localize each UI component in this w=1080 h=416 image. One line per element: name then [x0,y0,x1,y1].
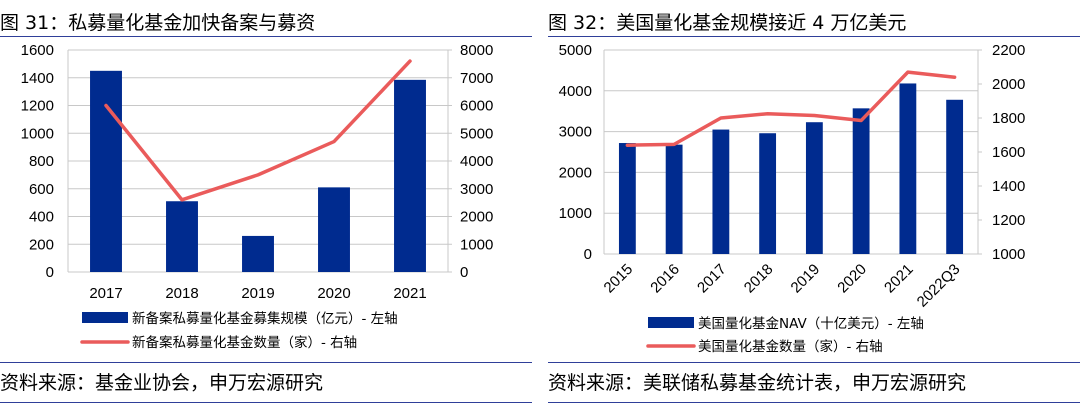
line-series [625,70,957,147]
y-right-tick-label: 4000 [460,153,493,170]
bar [852,108,870,255]
source-note: 资料来源：美联储私募基金统计表，申万宏源研究 [548,372,967,394]
divider [548,402,1080,403]
divider [0,402,532,403]
y-left-tick-label: 200 [29,236,54,253]
y-right-tick-label: 2000 [992,76,1025,93]
divider [548,362,1080,363]
y-right-tick-label: 1800 [992,110,1025,127]
y-left-tick-label: 4000 [559,83,592,100]
x-tick-label: 2021 [393,285,426,302]
x-tick-label: 2017 [89,285,122,302]
legend-bar-swatch [82,312,128,323]
x-tick-label: 2016 [647,261,683,297]
bar [394,79,426,272]
x-tick-label: 2018 [165,285,198,302]
x-tick-label: 2017 [694,261,730,297]
legend-label: 新备案私募量化基金数量（家）- 右轴 [132,334,357,351]
y-right-tick-label: 0 [460,264,468,281]
divider [0,36,532,37]
y-right-tick-label: 6000 [460,98,493,115]
y-left-tick-label: 2000 [559,164,592,181]
chart-title: 图 31：私募量化基金加快备案与募资 [0,12,316,34]
bar [805,122,823,254]
y-right-tick-label: 1000 [992,246,1025,263]
bar [242,235,274,272]
divider [0,362,532,363]
x-tick-label: 2022Q3 [914,261,964,311]
legend-label: 美国量化基金数量（家）- 右轴 [698,338,883,355]
y-left-tick-label: 400 [29,209,54,226]
y-left-tick-label: 5000 [559,42,592,59]
y-right-tick-label: 1200 [992,212,1025,229]
y-right-tick-label: 1400 [992,178,1025,195]
bar [90,70,122,272]
chart-right: 0 1000 2000 3000 4000 5000 1000 1200 1400 1600 180… [559,42,1026,355]
y-left-tick-label: 800 [29,153,54,170]
y-right-tick-label: 2200 [992,42,1025,59]
bar [899,83,917,255]
chart-left: 0 200 400 600 800 1000 1200 1400 1600 0 1000 2000 30… [21,42,494,351]
chart-panel-right: 图 32：美国量化基金规模接近 4 万亿美元 0 1000 2000 3000 4000… [548,0,1080,416]
x-tick-label: 2015 [601,261,637,297]
legend-label: 新备案私募量化基金募集规模（亿元）- 左轴 [132,310,398,327]
bar [712,129,730,254]
y-right-tick-label: 5000 [460,125,493,142]
y-right-tick-label: 1600 [992,144,1025,161]
chart-panel-left: 图 31：私募量化基金加快备案与募资 0 200 400 600 800 1000 1200… [0,0,532,416]
y-left-tick-label: 1400 [21,70,54,87]
y-right-tick-label: 3000 [460,181,493,198]
y-left-tick-label: 0 [46,264,54,281]
x-tick-label: 2019 [788,261,824,297]
line-series [104,59,412,202]
x-tick-label: 2019 [241,285,274,302]
y-right-tick-label: 7000 [460,70,493,87]
x-tick-label: 2021 [881,261,917,297]
x-tick-label: 2020 [317,285,350,302]
bar [665,144,683,254]
bar [166,201,198,272]
y-left-tick-label: 600 [29,181,54,198]
y-left-tick-label: 1200 [21,98,54,115]
y-left-tick-label: 1000 [21,125,54,142]
y-left-tick-label: 0 [584,246,592,263]
bar [318,187,350,272]
bar [618,143,636,254]
legend-bar-swatch [648,317,694,328]
y-right-tick-label: 1000 [460,236,493,253]
legend-label: 美国量化基金NAV（十亿美元）- 左轴 [698,315,924,332]
y-right-tick-label: 2000 [460,209,493,226]
bar [759,133,777,254]
y-left-tick-label: 3000 [559,124,592,141]
x-tick-label: 2018 [741,261,777,297]
y-right-tick-label: 8000 [460,42,493,59]
divider [548,36,1080,37]
y-left-tick-label: 1600 [21,42,54,59]
source-note: 资料来源：基金业协会，申万宏源研究 [0,372,324,394]
chart-title: 图 32：美国量化基金规模接近 4 万亿美元 [548,12,907,34]
bar [946,99,964,254]
y-left-tick-label: 1000 [559,205,592,222]
x-tick-label: 2020 [834,261,870,297]
